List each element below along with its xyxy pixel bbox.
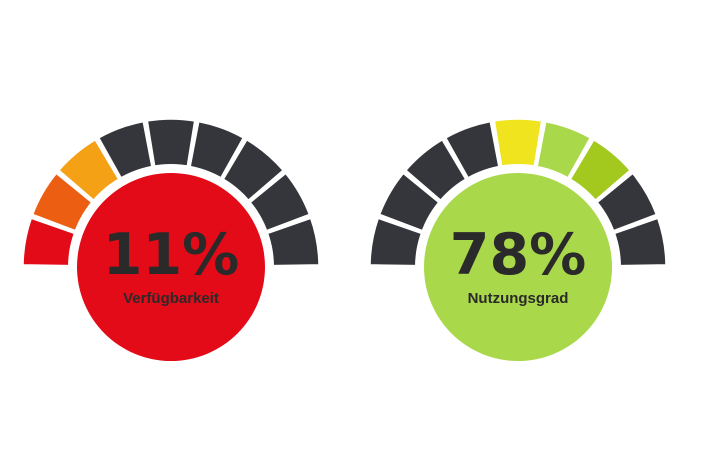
gauge-circle: [424, 173, 612, 361]
gauge-label-text: Verfügbarkeit: [123, 290, 219, 307]
gauge-utilization: 78% Nutzungsgrad: [369, 118, 667, 370]
gauge-label-text: Nutzungsgrad: [468, 290, 569, 307]
gauge-segment-5: [493, 118, 543, 169]
gauge-circle: [77, 173, 265, 361]
gauge-availability: 11% Verfügbarkeit: [22, 118, 320, 370]
gauge-value-text: 78%: [450, 222, 586, 288]
gauge-segment-5: [146, 118, 196, 169]
gauge-value-text: 11%: [103, 222, 239, 288]
